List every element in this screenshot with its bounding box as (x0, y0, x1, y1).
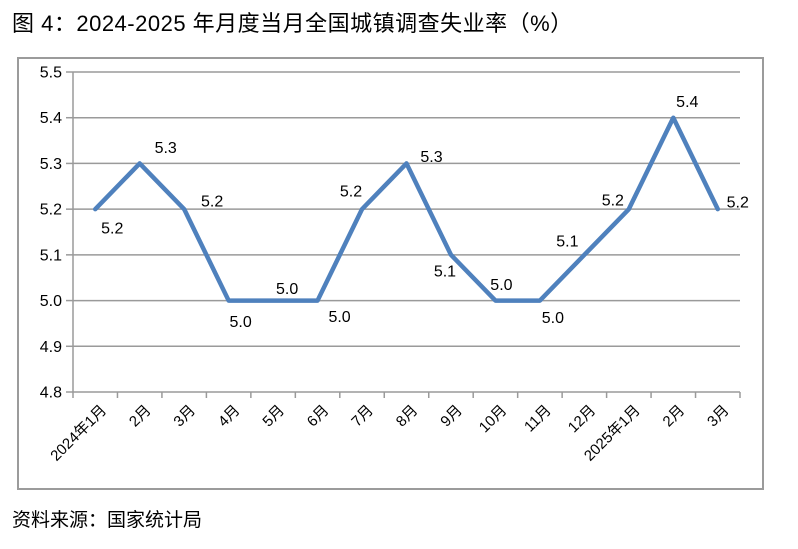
x-tick-label: 3月 (704, 402, 733, 431)
data-point-label: 5.1 (556, 233, 578, 250)
data-point-label: 5.0 (542, 310, 564, 327)
y-tick-label: 5.0 (40, 293, 62, 310)
data-point-label: 5.3 (155, 140, 177, 157)
y-tick-label: 4.9 (40, 339, 62, 356)
y-tick-label: 5.2 (40, 202, 62, 219)
y-tick-label: 5.4 (40, 110, 62, 127)
x-tick-label: 9月 (437, 402, 466, 431)
x-tick-label: 8月 (393, 402, 422, 431)
x-tick-label: 3月 (170, 402, 199, 431)
data-point-label: 5.0 (490, 277, 512, 294)
y-tick-label: 5.3 (40, 156, 62, 173)
data-point-label: 5.2 (727, 195, 749, 212)
data-point-label: 5.1 (434, 263, 456, 280)
data-point-label: 5.3 (420, 149, 442, 166)
data-point-label: 5.2 (101, 221, 123, 238)
x-tick-label: 12月 (565, 402, 599, 436)
data-point-label: 5.2 (602, 193, 624, 210)
data-point-label: 5.0 (276, 281, 298, 298)
x-tick-label: 5月 (259, 402, 288, 431)
x-tick-label: 10月 (476, 402, 510, 436)
data-point-label: 5.4 (676, 94, 698, 111)
x-tick-label: 11月 (521, 402, 555, 436)
x-tick-label: 2月 (660, 402, 689, 431)
source-note: 资料来源：国家统计局 (12, 510, 203, 531)
series-line (92, 115, 721, 303)
data-point-label: 5.0 (328, 309, 350, 326)
x-tick-label: 7月 (348, 402, 377, 431)
figure-title: 图 4：2024-2025 年月度当月全国城镇调查失业率（%） (12, 11, 573, 36)
data-point-label: 5.2 (340, 184, 362, 201)
x-tick-label: 2月 (126, 402, 155, 431)
x-tick-label: 4月 (215, 402, 244, 431)
y-tick-label: 5.1 (40, 247, 62, 264)
x-tick-label: 6月 (304, 402, 333, 431)
chart-frame: 5.5 5.4 5.3 5.2 5.1 5.0 4.9 4.8 2024年1月 2月 3月 4月 5月 6… (17, 57, 764, 490)
data-point-label: 5.2 (201, 194, 223, 211)
y-tick-label: 4.8 (40, 385, 62, 402)
data-point-label: 5.0 (230, 314, 252, 331)
x-tick-label: 2024年1月 (47, 402, 110, 465)
y-tick-label: 5.5 (40, 65, 62, 82)
